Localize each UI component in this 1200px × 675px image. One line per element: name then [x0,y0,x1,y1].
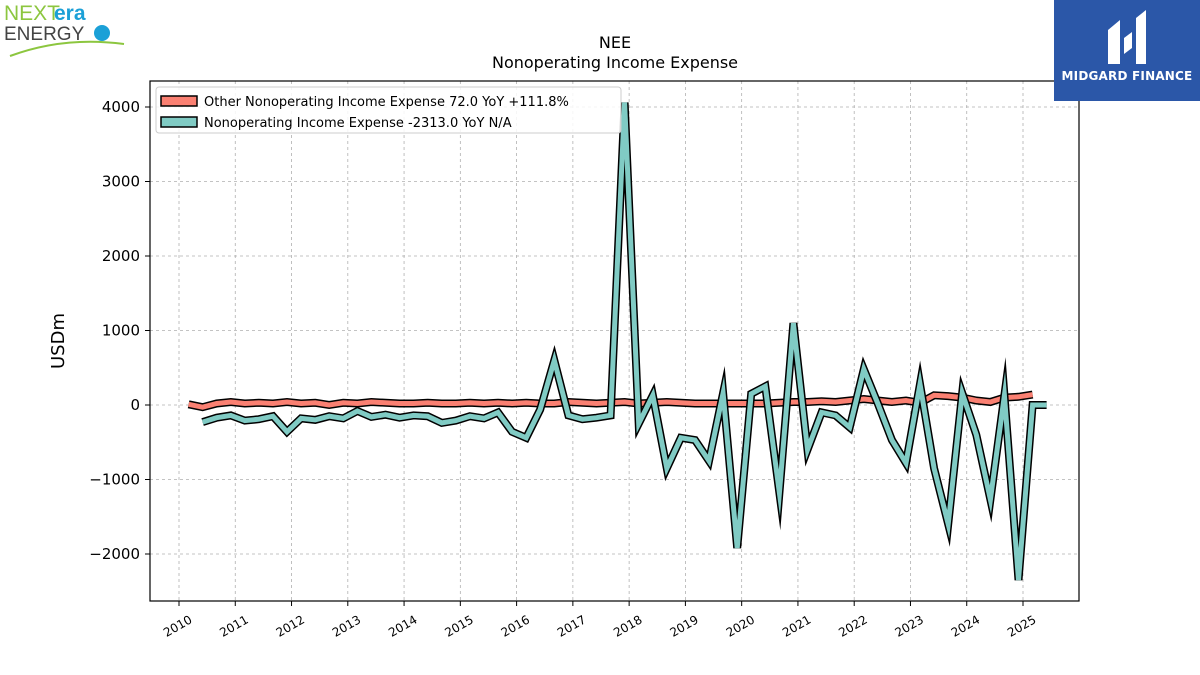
publisher-name: MIDGARD FINANCE [1061,69,1193,83]
x-tick-label: 2021 [780,612,813,639]
axis-ticks: 4000 3000 2000 1000 0 −1000 −2000 2010 2011 2012 2… [89,98,1038,640]
x-tick-label: 2013 [330,612,363,639]
x-tick-label: 2023 [893,612,926,639]
logo-swirl-icon [94,25,110,41]
chart-subtitle: Nonoperating Income Expense [492,53,738,72]
x-tick-label: 2012 [274,612,307,639]
legend-box [155,86,622,134]
y-tick-label: 1000 [102,322,140,340]
x-tick-label: 2019 [667,612,700,639]
y-tick-label: −2000 [89,545,140,563]
logo-era: era [54,2,86,25]
legend-swatch [160,95,198,107]
x-tick-label: 2018 [611,612,644,639]
x-tick-label: 2024 [949,612,982,639]
legend: Other Nonoperating Income Expense 72.0 Y… [155,86,622,134]
plot-frame [149,80,1080,602]
y-tick-label: 4000 [102,98,140,116]
y-tick-label: 3000 [102,173,140,191]
x-tick-label: 2017 [555,612,588,639]
y-tick-label: −1000 [89,471,140,489]
y-tick-label: 0 [130,396,140,414]
logo-swoosh-icon [9,40,125,57]
y-axis-label: USDm [48,313,69,369]
legend-entry-label: Nonoperating Income Expense -2313.0 YoY … [204,116,512,131]
logo-next: NEXT [4,2,60,25]
legend-swatch [160,116,198,128]
nextera-energy-logo: NEXT era ENERGY [4,2,134,62]
legend-entry-label: Other Nonoperating Income Expense 72.0 Y… [204,95,569,110]
x-tick-label: 2022 [836,612,869,639]
logo-energy: ENERGY [4,24,85,45]
x-tick-label: 2025 [1005,612,1038,639]
series-line-1 [201,102,1047,581]
x-tick-label: 2015 [442,612,475,639]
chart-title: NEE [599,33,631,52]
x-tick-label: 2011 [217,612,250,639]
series-outline-1 [201,102,1047,581]
x-tick-label: 2010 [161,612,194,639]
series-lines [187,102,1047,581]
x-tick-label: 2016 [499,612,532,639]
midgard-mark-icon [1108,10,1146,64]
midgard-finance-logo: MIDGARD FINANCE [1054,0,1200,101]
x-tick-label: 2020 [724,612,757,639]
y-tick-label: 2000 [102,247,140,265]
x-tick-label: 2014 [386,612,419,639]
